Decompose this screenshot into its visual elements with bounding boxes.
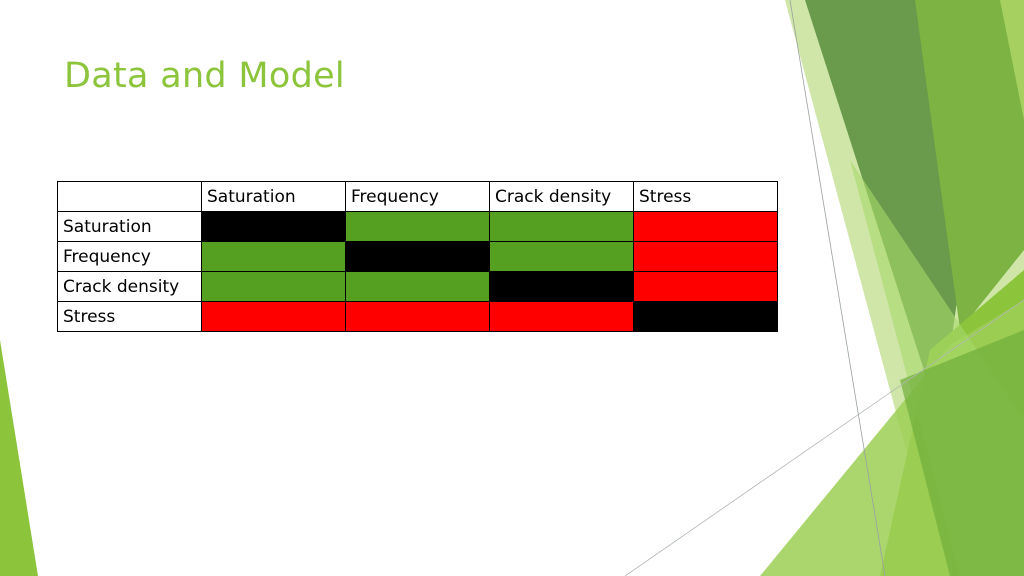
matrix-cell <box>201 271 346 302</box>
table-row: Frequency <box>57 241 778 272</box>
column-header: Stress <box>633 181 778 212</box>
matrix-cell <box>489 301 634 332</box>
matrix-cell <box>345 301 490 332</box>
matrix-cell <box>201 211 346 242</box>
matrix-cell <box>633 241 778 272</box>
row-header: Saturation <box>57 211 202 242</box>
slide-title: Data and Model <box>64 56 345 96</box>
table-row: Crack density <box>57 271 778 302</box>
column-header: Frequency <box>345 181 490 212</box>
matrix-cell <box>345 211 490 242</box>
matrix-cell <box>489 241 634 272</box>
matrix-cell <box>201 241 346 272</box>
row-header: Stress <box>57 301 202 332</box>
table-row: Saturation <box>57 211 778 242</box>
matrix-cell <box>489 211 634 242</box>
matrix-cell <box>489 271 634 302</box>
table-row: Stress <box>57 301 778 332</box>
corner-cell <box>57 181 202 212</box>
matrix-cell <box>345 271 490 302</box>
correlation-table: Saturation Frequency Crack density Stres… <box>57 181 778 332</box>
column-header: Saturation <box>201 181 346 212</box>
row-header: Crack density <box>57 271 202 302</box>
matrix-cell <box>633 211 778 242</box>
matrix-cell <box>201 301 346 332</box>
matrix-cell <box>633 301 778 332</box>
column-header: Crack density <box>489 181 634 212</box>
table-header-row: Saturation Frequency Crack density Stres… <box>57 181 778 212</box>
row-header: Frequency <box>57 241 202 272</box>
matrix-cell <box>633 271 778 302</box>
matrix-cell <box>345 241 490 272</box>
